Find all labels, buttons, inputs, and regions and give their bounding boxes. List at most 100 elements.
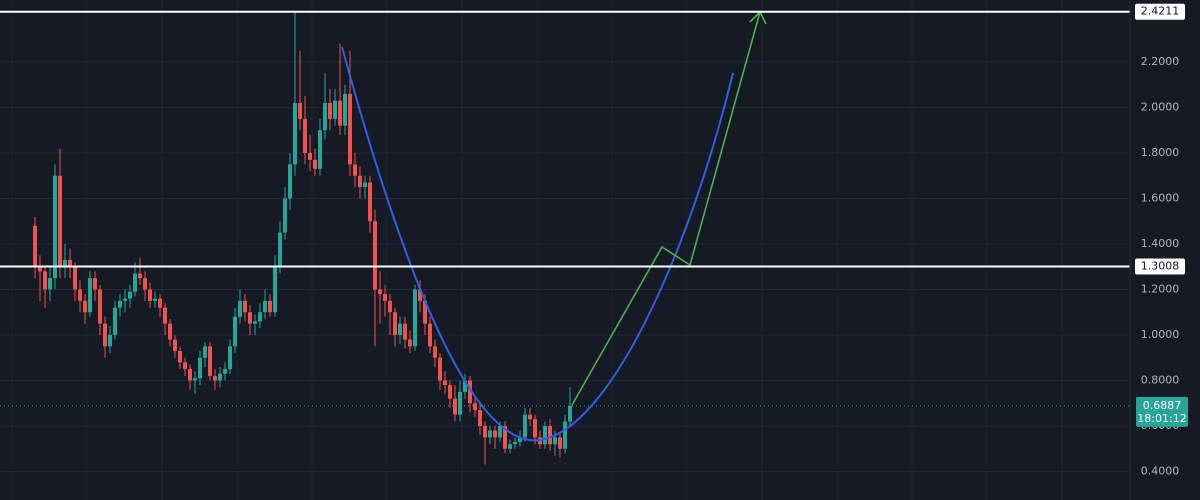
candle-body bbox=[338, 100, 342, 126]
candle-body bbox=[103, 323, 107, 347]
candle-body bbox=[243, 300, 247, 313]
candle-body bbox=[208, 346, 212, 376]
candle-body bbox=[533, 419, 537, 438]
candle-body bbox=[293, 102, 297, 165]
candle-body bbox=[288, 164, 292, 199]
candle-body bbox=[513, 441, 517, 445]
candle-body bbox=[528, 414, 532, 420]
candle-body bbox=[468, 380, 472, 404]
y-tick-label: 1.4000 bbox=[1141, 237, 1180, 250]
candle-body bbox=[558, 437, 562, 449]
candle-body bbox=[403, 323, 407, 340]
level-label-box bbox=[1135, 3, 1185, 20]
candle-body bbox=[158, 298, 162, 308]
y-tick-label: 0.8000 bbox=[1141, 373, 1180, 386]
candle-body bbox=[218, 373, 222, 381]
last-price-label: 0.6887 bbox=[1143, 399, 1182, 412]
candle-body bbox=[303, 118, 307, 153]
candle-body bbox=[118, 300, 122, 308]
y-tick-label: 1.8000 bbox=[1141, 146, 1180, 159]
arrow-drawing bbox=[571, 11, 767, 406]
candle-body bbox=[183, 362, 187, 370]
candle-body bbox=[73, 266, 77, 290]
candle-body bbox=[413, 289, 417, 347]
candle-body bbox=[543, 425, 547, 445]
candle-body bbox=[333, 100, 337, 119]
candle-body bbox=[113, 307, 117, 335]
candle-body bbox=[448, 385, 452, 399]
candle-body bbox=[193, 378, 197, 381]
candle-body bbox=[138, 273, 142, 279]
candle-body bbox=[443, 380, 447, 386]
candle-body bbox=[248, 312, 252, 324]
candle-body bbox=[238, 300, 242, 317]
candle-body bbox=[463, 380, 467, 392]
candle-body bbox=[63, 259, 67, 267]
candle-body bbox=[328, 102, 332, 119]
candle-body bbox=[373, 221, 377, 290]
candle-body bbox=[108, 334, 112, 347]
candle-body bbox=[423, 300, 427, 324]
candle-body bbox=[278, 232, 282, 267]
y-tick-label: 2.2000 bbox=[1141, 55, 1180, 68]
candle-body bbox=[478, 410, 482, 426]
grid bbox=[0, 0, 1130, 500]
candle-body bbox=[173, 339, 177, 351]
candle-body bbox=[473, 403, 477, 411]
y-tick-label: 1.2000 bbox=[1141, 282, 1180, 295]
candle-body bbox=[33, 225, 37, 267]
curve-drawing bbox=[341, 46, 734, 442]
candle-body bbox=[503, 425, 507, 449]
candle-body bbox=[283, 198, 287, 233]
candle-body bbox=[458, 391, 462, 415]
candle-body bbox=[308, 152, 312, 160]
candle-body bbox=[408, 339, 412, 347]
candle-body bbox=[453, 398, 457, 415]
candle-body bbox=[433, 346, 437, 358]
y-tick-label: 0.4000 bbox=[1141, 464, 1180, 477]
candle-body bbox=[343, 93, 347, 126]
candle-body bbox=[493, 430, 497, 438]
candle-body bbox=[353, 164, 357, 176]
candle-body bbox=[348, 93, 352, 165]
candle-body bbox=[358, 175, 362, 188]
candle-body bbox=[48, 278, 52, 290]
candle-body bbox=[298, 102, 302, 119]
candles bbox=[33, 11, 572, 465]
candle-body bbox=[163, 307, 167, 324]
candle-body bbox=[428, 323, 432, 347]
candle-body bbox=[93, 278, 97, 290]
candle-body bbox=[383, 294, 387, 301]
levels bbox=[0, 10, 1130, 407]
candle-body bbox=[128, 291, 132, 299]
candle-body bbox=[88, 278, 92, 313]
price-axis: 0.40000.60000.80001.00001.20001.40001.60… bbox=[1129, 0, 1188, 500]
candle-body bbox=[523, 414, 527, 438]
level-label: 2.4211 bbox=[1141, 5, 1180, 18]
candle-body bbox=[228, 346, 232, 370]
candle-body bbox=[233, 316, 237, 347]
candle-body bbox=[148, 289, 152, 301]
candle-body bbox=[393, 312, 397, 335]
candle-body bbox=[563, 421, 567, 449]
last-price-box bbox=[1136, 396, 1188, 427]
candle-body bbox=[553, 437, 557, 445]
candle-body bbox=[318, 130, 322, 169]
y-tick-label: 2.0000 bbox=[1141, 100, 1180, 113]
candle-body bbox=[198, 357, 202, 379]
candle-body bbox=[43, 271, 47, 290]
candle-body bbox=[178, 350, 182, 363]
candle-body bbox=[268, 300, 272, 313]
candle-body bbox=[188, 369, 192, 381]
candle-body bbox=[508, 444, 512, 449]
level-label: 1.3008 bbox=[1141, 260, 1180, 273]
candle-body bbox=[418, 289, 422, 301]
candle-body bbox=[213, 375, 217, 381]
candle-body bbox=[143, 278, 147, 290]
candle-body bbox=[168, 323, 172, 340]
candle-body bbox=[313, 159, 317, 169]
candle-body bbox=[58, 175, 62, 267]
y-tick-label: 1.6000 bbox=[1141, 191, 1180, 204]
